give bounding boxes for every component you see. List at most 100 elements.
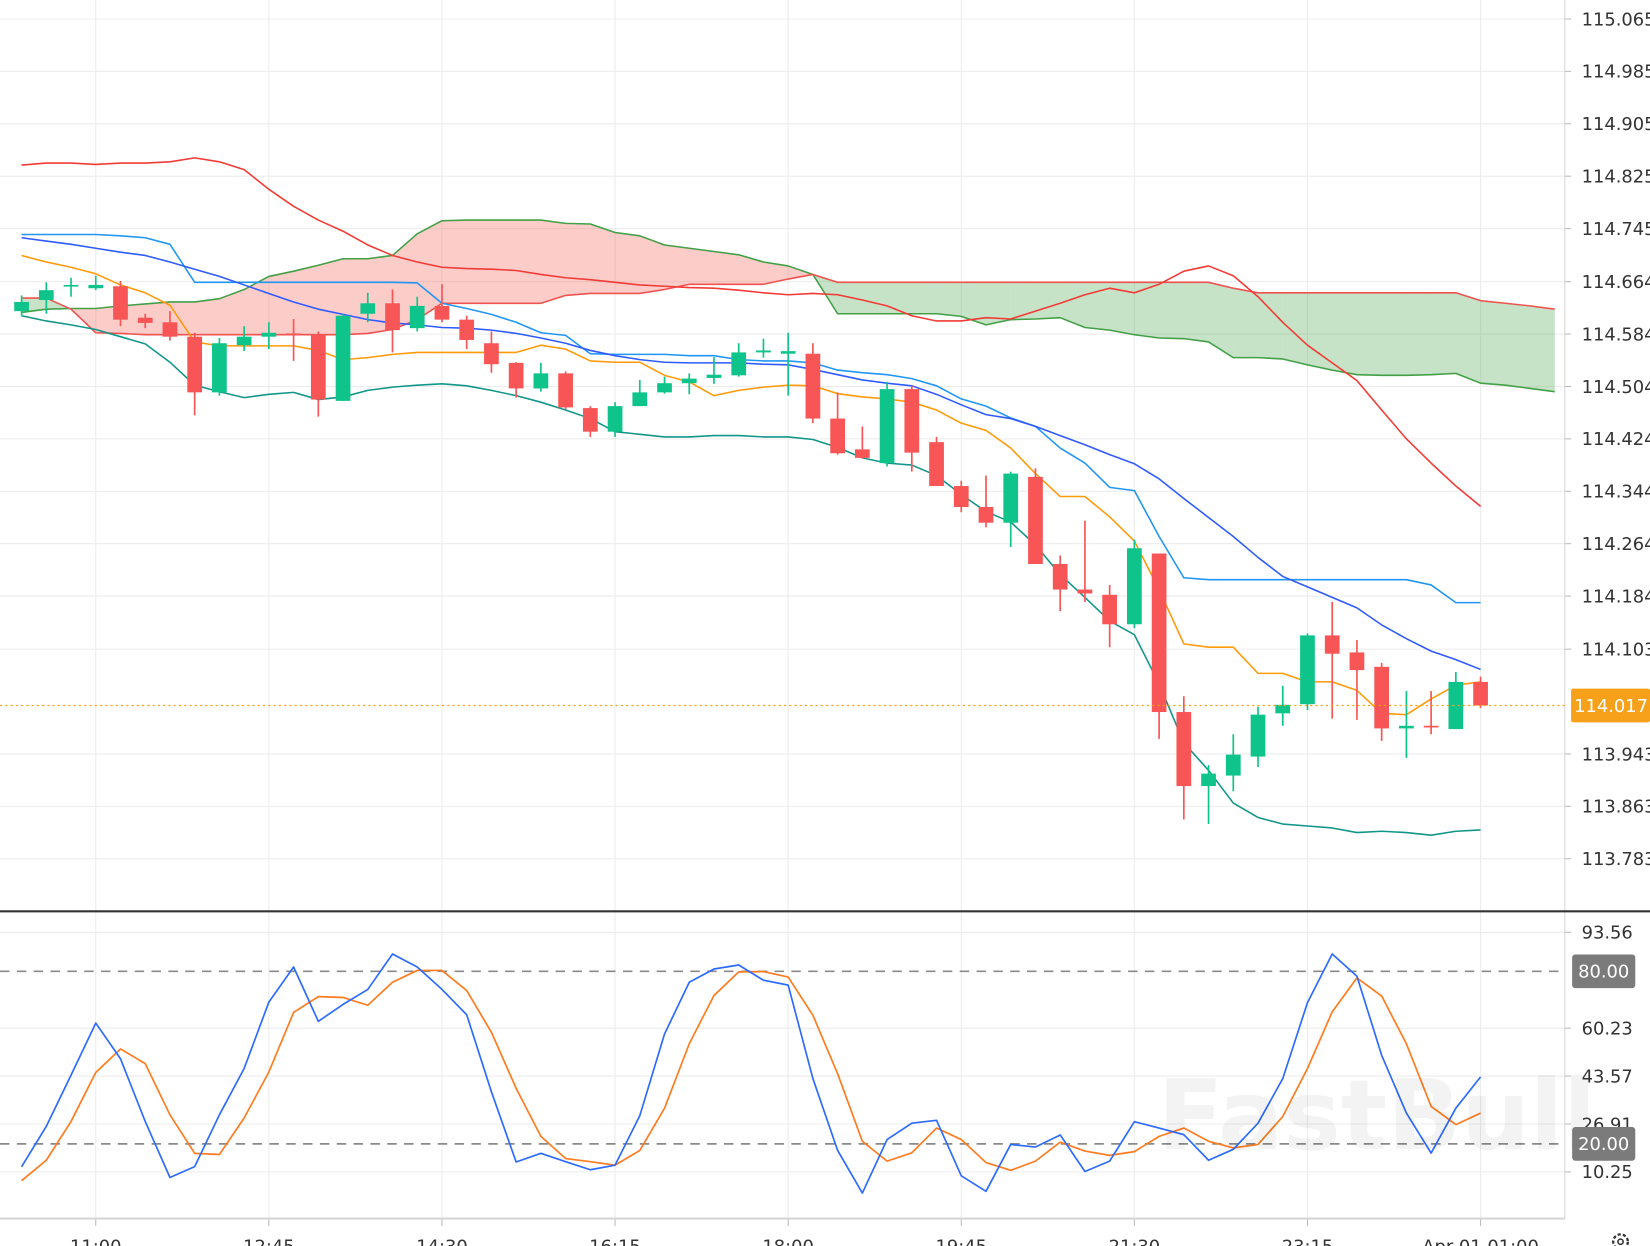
candle-down	[1374, 662, 1390, 741]
candle-body	[632, 392, 648, 407]
candle-body	[162, 322, 178, 337]
candle-body	[607, 406, 623, 432]
candle-down	[385, 289, 400, 353]
cloud-segment	[1183, 282, 1209, 342]
price-tick-label: 114.905	[1582, 114, 1650, 135]
candle-up	[409, 296, 425, 332]
cloud-segment	[1406, 292, 1432, 376]
candle-up	[780, 332, 796, 396]
cloud-segment	[1109, 282, 1135, 335]
cloud-segment	[788, 265, 813, 280]
indicator-lines	[21, 157, 1555, 836]
stoch-tick-label: 43.57	[1582, 1066, 1633, 1087]
candle-down	[1052, 555, 1068, 612]
candle-body	[1300, 635, 1315, 705]
candle-up	[607, 402, 623, 437]
candle-down	[929, 436, 944, 487]
price-tick-label: 114.264	[1582, 534, 1650, 555]
candle-down	[1151, 553, 1167, 739]
candle-body	[1052, 563, 1068, 590]
candle-body	[409, 305, 425, 329]
candle-body	[187, 336, 203, 393]
candle-down	[558, 371, 573, 410]
candle-up	[212, 337, 227, 396]
candle-body	[1250, 714, 1266, 757]
candle-down	[1102, 584, 1118, 648]
x-tick-label: 12:45	[243, 1236, 295, 1246]
candle-body	[1176, 712, 1192, 787]
cloud-segment	[1381, 292, 1407, 376]
cloud-segment	[689, 248, 714, 285]
candle-body	[1127, 548, 1142, 625]
candle-up	[706, 356, 722, 384]
candle-body	[1225, 754, 1241, 776]
candle-body	[113, 286, 128, 320]
price-tick-label: 115.065	[1582, 9, 1650, 30]
candle-body	[854, 449, 870, 458]
price-tick-label: 113.943	[1582, 744, 1650, 765]
x-tick-label: Apr 01 01:00	[1422, 1236, 1539, 1246]
price-tick-label: 114.424	[1582, 429, 1650, 450]
cloud-segment	[1505, 303, 1531, 389]
cloud-segment	[986, 282, 1011, 325]
candle-body	[1201, 773, 1216, 787]
candle-body	[1324, 635, 1340, 654]
cloud-segment	[1159, 282, 1184, 339]
candle-down	[805, 343, 821, 424]
candle-down	[582, 406, 598, 437]
stoch-tick-label: 10.25	[1582, 1162, 1633, 1183]
x-tick-label: 11:00	[70, 1236, 122, 1246]
candle-body	[88, 284, 104, 289]
candle-body	[805, 353, 821, 419]
cloud-segment	[516, 220, 541, 304]
price-tick-label: 114.664	[1582, 272, 1650, 293]
cloud-segment	[1480, 300, 1506, 386]
cloud-segment	[417, 220, 442, 320]
candle-down	[434, 284, 450, 323]
candle-down	[904, 385, 920, 472]
candle-down	[1473, 676, 1488, 709]
candle-body	[780, 351, 796, 354]
price-tick-label: 114.103	[1582, 639, 1650, 660]
candle-body	[484, 343, 499, 365]
candle-body	[582, 408, 598, 432]
candle-down	[508, 362, 524, 398]
candle-down	[1176, 696, 1192, 820]
gear-icon	[1612, 1233, 1630, 1246]
current-price-label: 114.017	[1574, 696, 1648, 717]
candle-up	[1201, 765, 1216, 825]
candle-body	[38, 290, 54, 301]
candle-up	[1127, 539, 1142, 629]
candle-up	[1448, 672, 1464, 730]
price-tick-label: 114.504	[1582, 377, 1650, 398]
cloud-segment	[268, 271, 294, 335]
price-tick-label: 114.584	[1582, 324, 1650, 345]
cloud-segment	[615, 232, 640, 294]
candle-body	[681, 378, 697, 384]
cloud-segment	[441, 220, 467, 304]
cloud-segment	[491, 220, 517, 304]
candle-down	[1028, 468, 1043, 564]
cloud-segment	[738, 254, 764, 285]
candle-down	[1077, 520, 1093, 602]
tenkan-line	[21, 254, 1481, 716]
candle-up	[657, 376, 672, 394]
candle-body	[533, 373, 549, 389]
candle-body	[1275, 704, 1291, 714]
cloud-segment	[961, 282, 987, 325]
senkou-span-a-line	[21, 219, 1555, 393]
cloud-segment	[713, 251, 739, 285]
candle-body	[1028, 476, 1043, 564]
candle-body	[236, 336, 252, 346]
candle-body	[879, 389, 895, 464]
candle-up	[38, 282, 54, 314]
candle-body	[978, 506, 994, 523]
candle-up	[879, 381, 895, 467]
candle-up	[756, 338, 771, 358]
candle-up	[236, 326, 252, 352]
settings-button[interactable]	[1612, 1233, 1630, 1246]
candle-up	[1225, 734, 1241, 792]
candle-down	[1324, 601, 1340, 719]
cloud-segment	[639, 235, 665, 294]
